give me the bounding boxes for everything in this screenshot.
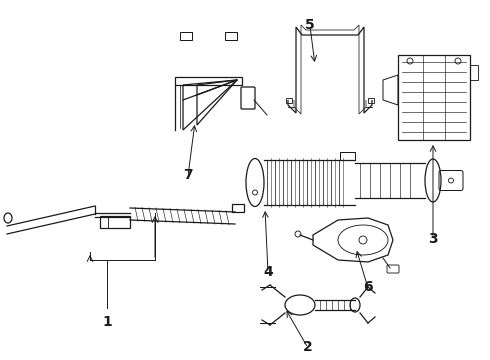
Text: 5: 5 <box>305 18 315 32</box>
Bar <box>368 98 374 103</box>
Text: 7: 7 <box>183 168 193 182</box>
Text: 3: 3 <box>428 232 438 246</box>
Text: 1: 1 <box>102 315 112 329</box>
Text: 6: 6 <box>363 280 373 294</box>
Text: 4: 4 <box>263 265 273 279</box>
Text: 2: 2 <box>303 340 313 354</box>
Bar <box>286 98 292 103</box>
